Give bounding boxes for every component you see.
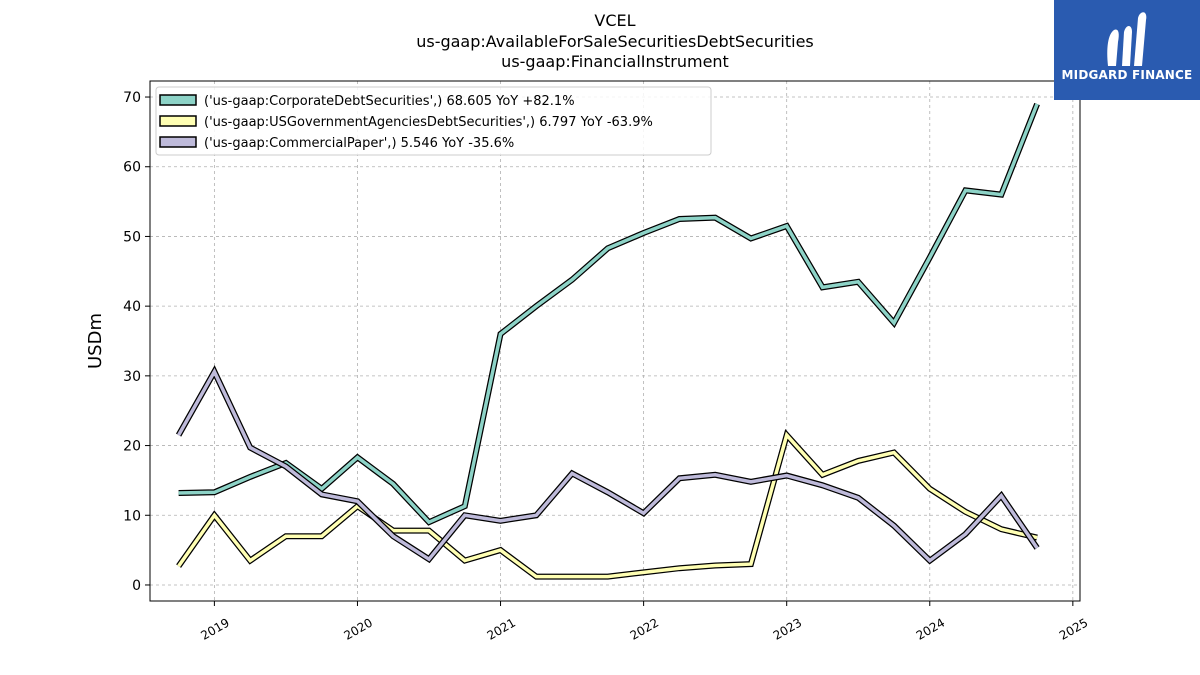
chart-title-line-2: us-gaap:AvailableForSaleSecuritiesDebtSe… [416,32,814,51]
chart-title-line-3: us-gaap:FinancialInstrument [501,52,729,71]
legend-box [155,86,712,156]
chart-title-line-1: VCEL [594,11,635,30]
series-lines [175,102,1040,580]
logo-mark-icon [1107,12,1147,66]
logo-text: MIDGARD FINANCE [1061,68,1193,82]
x-tick-label: 2021 [485,615,518,642]
y-tick-label: 70 [123,90,141,106]
legend-swatch [159,94,197,106]
legend-swatch [159,136,197,148]
series-1-line [178,103,1039,525]
grid [150,81,1080,601]
y-tick-label: 40 [123,299,141,315]
y-tick-label: 10 [123,508,141,524]
midgard-finance-logo: MIDGARD FINANCE [1054,0,1200,100]
series-3-line [177,367,1039,563]
series-2-outline [176,429,1038,580]
x-axis-ticks: 2019 2020 2021 2022 2023 2024 2025 [198,601,1090,643]
y-axis-label: USDm [85,313,106,369]
y-tick-label: 30 [123,369,141,385]
legend-label: ('us-gaap:USGovernmentAgenciesDebtSecuri… [204,115,653,130]
x-tick-label: 2023 [771,615,804,642]
y-tick-label: 50 [123,229,141,245]
series-2-line [177,431,1038,579]
legend-label: ('us-gaap:CommercialPaper',) 5.546 YoY -… [204,136,514,151]
y-tick-label: 60 [123,160,141,176]
legend: ('us-gaap:CorporateDebtSecurities',) 68.… [155,86,712,156]
x-tick-label: 2020 [342,615,375,642]
x-tick-label: 2025 [1057,615,1090,642]
x-tick-label: 2024 [914,615,947,642]
y-tick-label: 0 [132,578,141,594]
x-tick-label: 2022 [628,615,661,642]
legend-label: ('us-gaap:CorporateDebtSecurities',) 68.… [204,94,575,109]
y-tick-label: 20 [123,439,141,455]
plot-frame [149,80,1081,602]
legend-swatch [159,115,197,127]
x-tick-label: 2019 [198,615,231,642]
y-axis-ticks: 0 10 20 30 40 50 60 70 [123,90,150,594]
